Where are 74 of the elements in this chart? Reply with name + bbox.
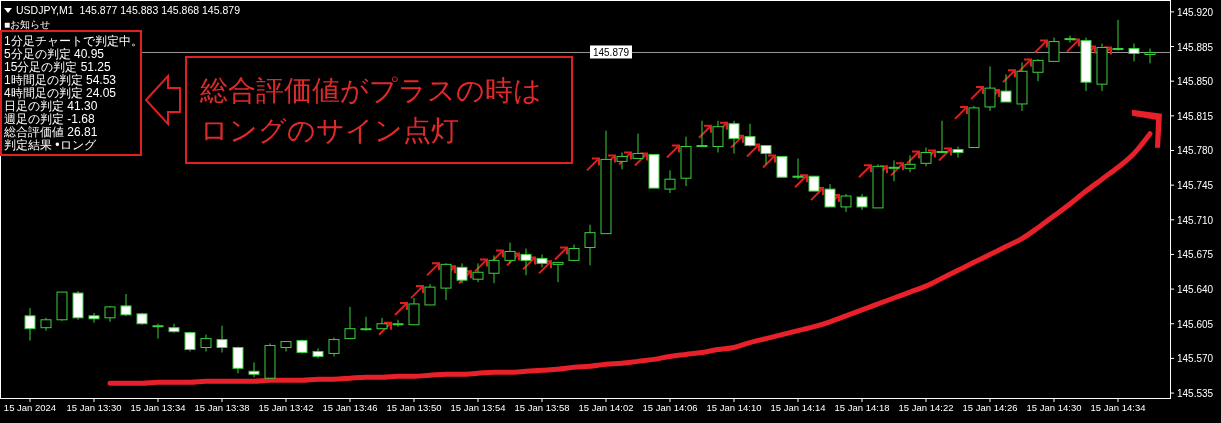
candlestick [1128,43,1140,62]
candlestick [936,120,948,153]
y-tick-label: 145.710 [1177,214,1214,226]
annotation: 総合評価値がプラスの時はロングのサイン点灯 [199,75,542,146]
annotation: 判定結果 •ロング [4,138,97,152]
annotation: ■お知らせ [4,19,51,30]
x-tick-label: 15 Jan 13:54 [450,402,506,413]
candlestick [1048,37,1060,62]
x-tick-label: 15 Jan 14:26 [962,402,1018,413]
x-tick-label: 15 Jan 14:06 [642,402,698,413]
x-tick-label: 15 Jan 13:58 [514,402,570,413]
candlestick [344,306,356,340]
x-tick-label: 15 Jan 13:50 [386,402,442,413]
x-tick-label: 15 Jan 13:38 [194,402,250,413]
annotation: 5分足の判定 40.95 [4,47,105,61]
annotation: 15分足の判定 51.25 [4,60,112,74]
candlestick [1032,58,1044,82]
candlestick [1000,73,1012,103]
y-tick-label: 145.570 [1177,353,1214,365]
annotation: 総合評価値 26.81 [3,125,98,139]
x-tick-label: 15 Jan 14:18 [834,402,890,413]
x-tick-label: 15 Jan 13:42 [258,402,314,413]
candlestick [88,312,100,324]
y-tick-label: 145.745 [1177,180,1214,192]
y-tick-label: 145.885 [1177,41,1214,53]
candlestick [232,346,244,374]
x-tick-label: 15 Jan 13:46 [322,402,378,413]
x-tick-label: 15 Jan 14:14 [770,402,826,413]
candlestick [472,262,484,283]
x-tick-label: 15 Jan 14:22 [898,402,954,413]
annotation: 4時間足の判定 24.05 [4,86,117,100]
candlestick [664,169,676,194]
x-tick-label: 15 Jan 13:30 [66,402,122,413]
annotation: 1時間足の判定 54.53 [4,73,117,87]
x-tick-label: 15 Jan 13:34 [130,402,186,413]
candlestick [24,307,36,342]
candlestick [1144,48,1156,64]
candlestick [328,337,340,357]
candlestick [424,283,436,306]
x-tick-label: 15 Jan 14:02 [578,402,634,413]
annotation: 1分足チャートで判定中。 [4,34,143,48]
chart-title: USDJPY,M1 145.877 145.883 145.868 145.879 [16,4,241,16]
y-tick-label: 145.780 [1177,145,1214,157]
candlestick [792,157,804,180]
x-tick-label: 15 Jan 2024 [3,402,57,413]
candlestick [744,123,756,148]
candlestick [584,224,596,266]
x-tick-label: 15 Jan 14:34 [1090,402,1146,413]
candlestick [360,316,372,332]
x-tick-label: 15 Jan 14:10 [706,402,762,413]
x-tick-label: 15 Jan 14:30 [1026,402,1082,413]
y-tick-label: 145.535 [1177,388,1214,400]
candlestick [1064,35,1076,44]
candlestick [120,293,132,317]
y-tick-label: 145.815 [1177,110,1214,122]
candlestick [152,323,164,340]
candlestick [776,155,788,178]
y-tick-label: 145.640 [1177,284,1214,296]
candlestick [952,146,964,158]
candlestick [216,325,228,353]
candlestick [392,319,404,328]
candlestick [488,254,500,284]
y-tick-label: 145.675 [1177,249,1214,261]
annotation: 日足の判定 41.30 [4,99,98,113]
y-tick-label: 145.920 [1177,6,1214,18]
candlestick [408,297,420,326]
candlestick [248,361,260,378]
ref-line-label: 145.879 [592,47,630,59]
candlestick [904,154,916,173]
y-tick-label: 145.850 [1177,76,1214,88]
annotation: 週足の判定 -1.68 [4,112,96,126]
y-tick-label: 145.605 [1177,318,1214,330]
candlestick [552,261,564,283]
candlestick [1112,19,1124,51]
